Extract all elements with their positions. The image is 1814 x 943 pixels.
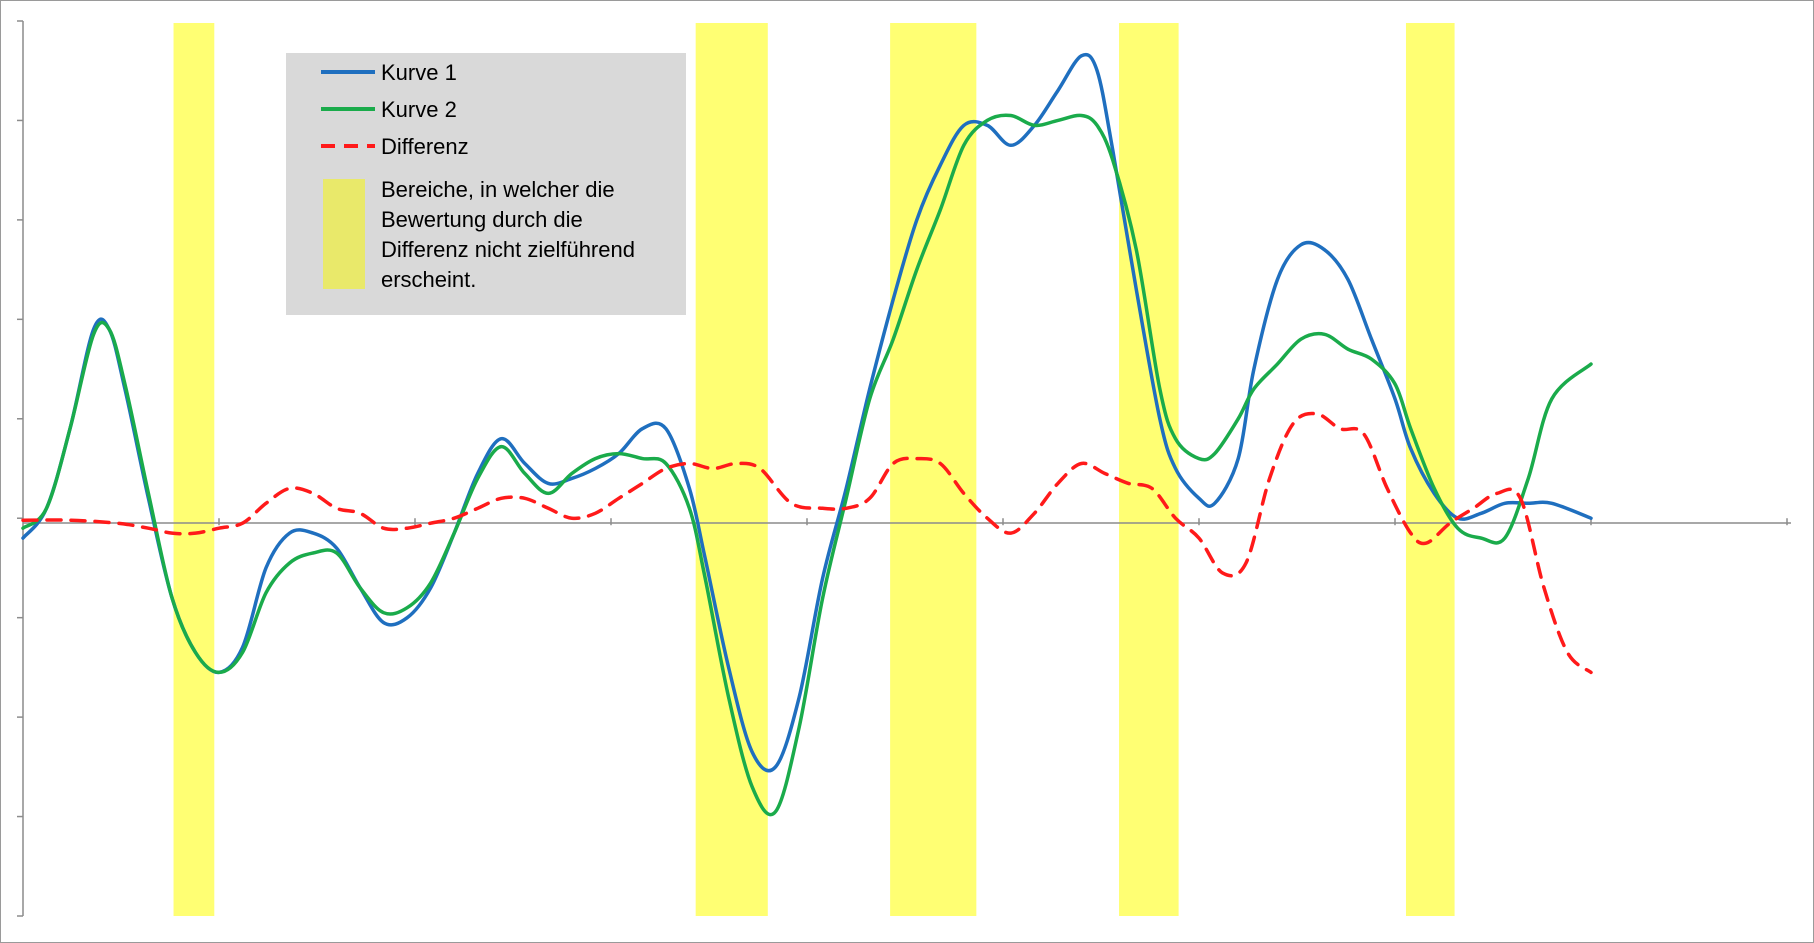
highlight-bands	[173, 23, 1455, 916]
legend-label-kurve-2: Kurve 2	[381, 97, 457, 122]
series-line-differenz	[21, 411, 1593, 675]
highlight-band-5	[1405, 23, 1455, 916]
axes	[17, 20, 1791, 917]
legend-band-line-1: Bereiche, in welcher die	[381, 177, 615, 202]
legend-label-kurve-1: Kurve 1	[381, 60, 457, 85]
legend-band-line-2: Bewertung durch die	[381, 207, 583, 232]
series-lines	[21, 52, 1593, 817]
legend-band-line-3: Differenz nicht zielführend	[381, 237, 635, 262]
highlight-band-3	[890, 23, 977, 916]
axis-ticks	[17, 20, 1788, 917]
legend-swatch-band	[323, 179, 365, 289]
highlight-band-2	[695, 23, 768, 916]
series-line-kurve-1	[21, 52, 1593, 773]
highlight-band-1	[173, 23, 215, 916]
legend-label-differenz: Differenz	[381, 134, 469, 159]
highlight-band-4	[1119, 23, 1179, 916]
series-line-kurve-2	[21, 113, 1593, 817]
legend: Kurve 1 Kurve 2 Differenz Bereiche, in w…	[286, 53, 686, 315]
legend-band-line-4: erscheint.	[381, 267, 476, 292]
